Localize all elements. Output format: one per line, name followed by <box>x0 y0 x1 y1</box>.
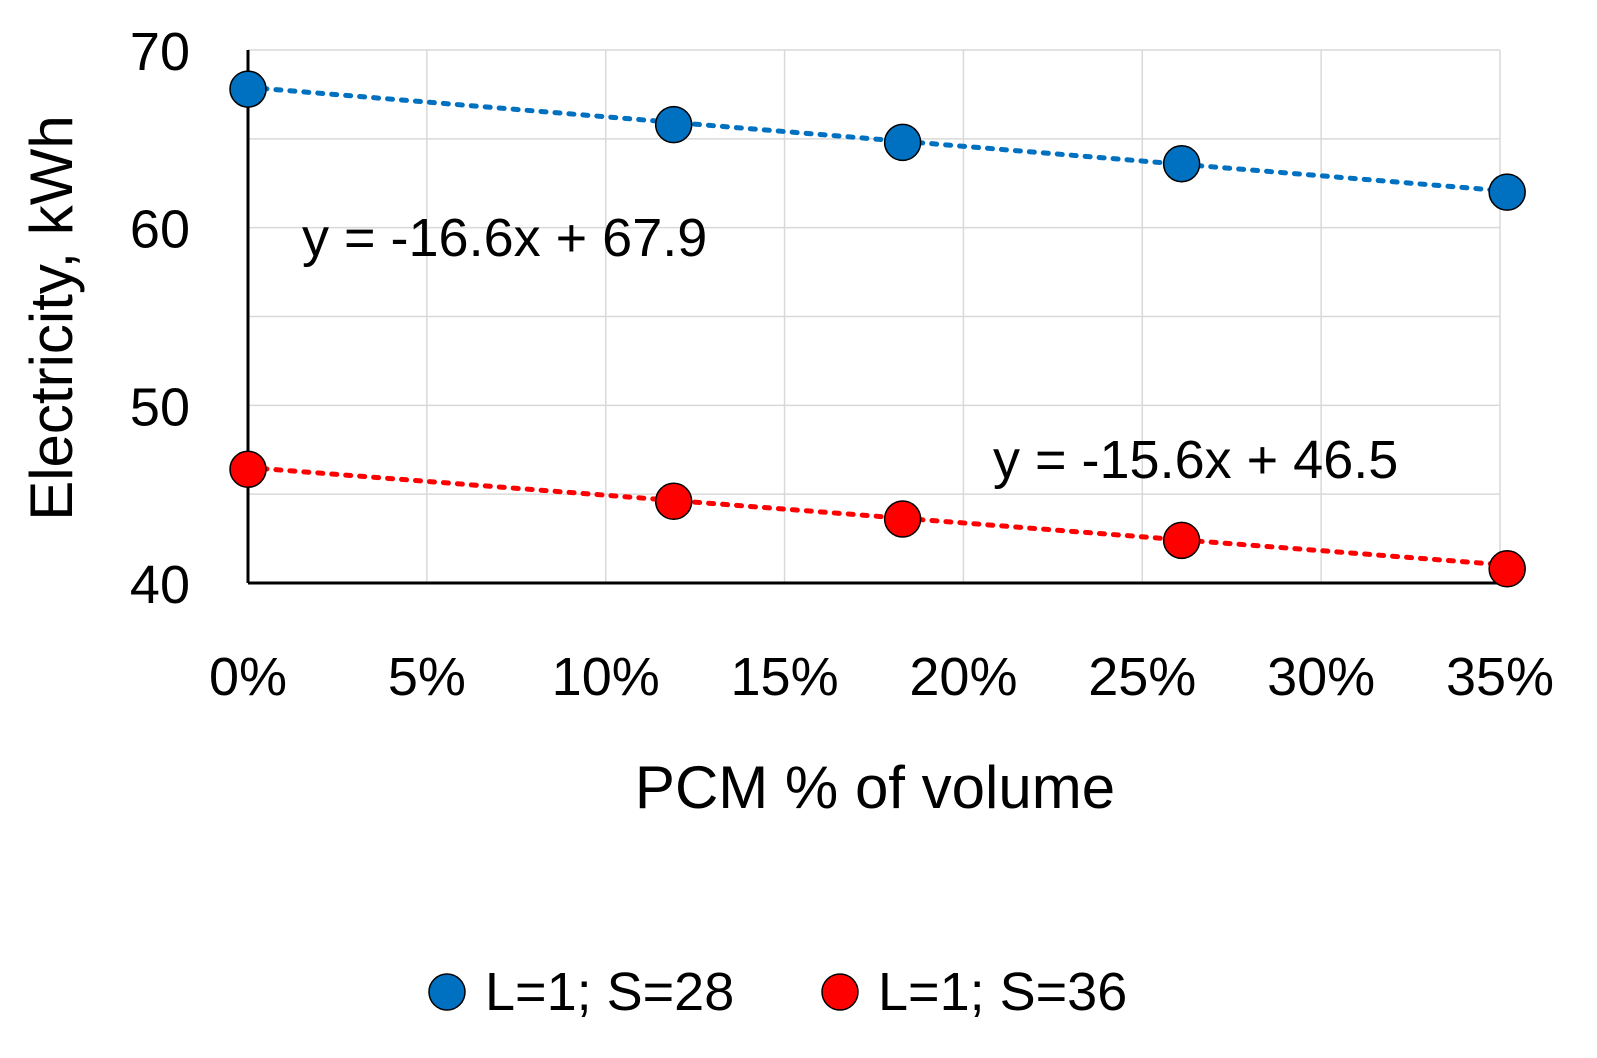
y-axis-label: Electricity, kWh <box>18 115 85 521</box>
y-tick-labels: 40 50 60 70 <box>130 22 190 615</box>
data-points <box>229 70 1526 588</box>
y-tick-label: 40 <box>130 555 190 615</box>
data-point-s28 <box>654 105 693 144</box>
axes <box>246 50 1500 585</box>
data-point-s36 <box>1162 521 1201 560</box>
x-tick-labels: 0% 5% 10% 15% 20% 25% 30% 35% <box>209 647 1554 707</box>
y-tick-label: 60 <box>130 200 190 260</box>
legend-marker-s28 <box>428 973 466 1011</box>
x-axis-label: PCM % of volume <box>635 754 1115 821</box>
data-point-s36 <box>883 500 922 538</box>
x-tick-label: 35% <box>1446 647 1554 707</box>
legend-marker-s36 <box>821 973 859 1011</box>
x-tick-label: 30% <box>1267 647 1375 707</box>
data-point-s28 <box>1162 144 1201 183</box>
trendline-s28 <box>245 84 1510 194</box>
x-tick-label: 0% <box>209 647 287 707</box>
x-tick-label: 15% <box>731 647 839 707</box>
y-tick-label: 70 <box>130 22 190 82</box>
data-point-s28 <box>229 70 267 108</box>
x-tick-label: 25% <box>1088 647 1196 707</box>
data-point-s36 <box>654 482 693 521</box>
x-tick-label: 5% <box>388 647 466 707</box>
data-point-s28 <box>1488 173 1526 211</box>
y-tick-label: 50 <box>130 377 190 437</box>
trendline-s36 <box>245 465 1510 568</box>
data-point-s28 <box>883 123 922 162</box>
grid <box>248 49 1501 583</box>
x-tick-label: 10% <box>552 647 660 707</box>
trendline-equation-s28: y = -16.6x + 67.9 <box>302 208 707 268</box>
trendlines <box>245 84 1510 568</box>
legend-label-s36: L=1; S=36 <box>878 962 1127 1022</box>
legend-label-s28: L=1; S=28 <box>485 962 734 1022</box>
trendline-equation-s36: y = -15.6x + 46.5 <box>993 430 1398 490</box>
legend: L=1; S=28 L=1; S=36 <box>428 962 1127 1022</box>
data-point-s36 <box>229 450 267 489</box>
x-tick-label: 20% <box>909 647 1017 707</box>
data-point-s36 <box>1488 550 1526 588</box>
